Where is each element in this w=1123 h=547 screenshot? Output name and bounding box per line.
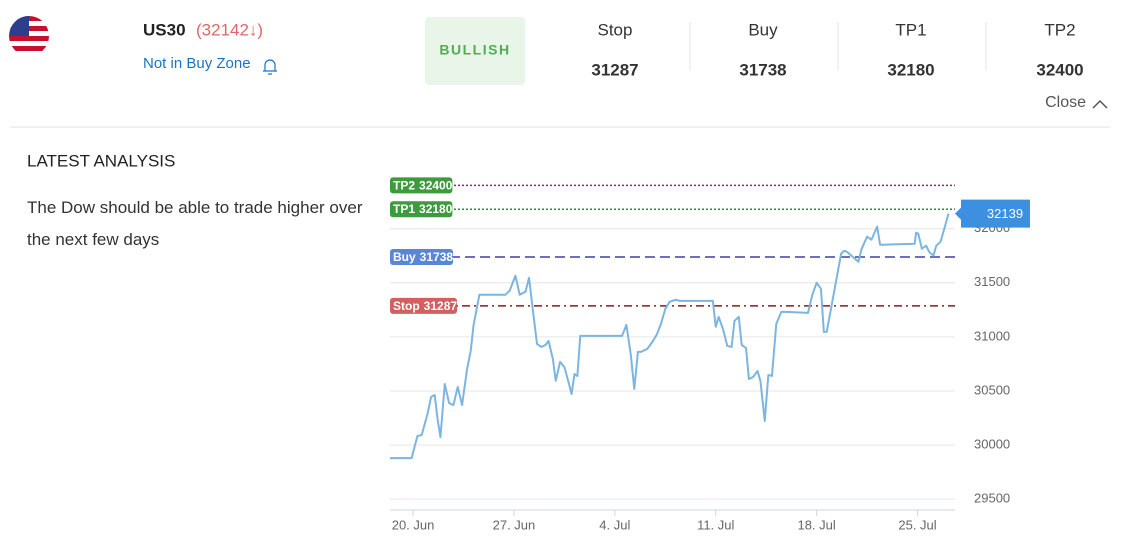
level-label-box <box>390 177 453 194</box>
flag <box>9 16 49 56</box>
signal-box <box>425 17 525 85</box>
level-value: 31287 <box>591 60 638 79</box>
level-label: Buy 31738 <box>393 250 453 264</box>
level-value: 32400 <box>1036 60 1083 79</box>
level-name: TP2 <box>1044 20 1075 39</box>
level-label-name: Stop <box>393 299 420 313</box>
level-value: 32180 <box>887 60 934 79</box>
signal: BULLISH <box>439 42 510 58</box>
chevron-up[interactable] <box>1092 99 1108 109</box>
y-tick-label: 29500 <box>974 491 1010 506</box>
x-tick-label: 25. Jul <box>898 517 936 532</box>
level-label: TP2 32400 <box>393 179 453 193</box>
close-button[interactable]: Close <box>1045 94 1086 111</box>
y-tick-label: 30500 <box>974 382 1010 397</box>
level-name: Buy <box>748 20 778 39</box>
level-label-value: 31738 <box>420 250 454 264</box>
level-label: TP1 32180 <box>393 202 453 216</box>
bell-icon <box>263 59 277 75</box>
level-label-name: TP1 <box>393 202 415 216</box>
y-tick-label: 30000 <box>974 437 1010 452</box>
level-label-value: 31287 <box>424 299 458 313</box>
level-label-name: Buy <box>393 250 416 264</box>
level-value: 31738 <box>739 60 786 79</box>
last-value-label: 32139 <box>987 206 1023 221</box>
level-label-box <box>390 201 453 218</box>
x-tick-label: 27. Jun <box>493 517 536 532</box>
y-tick-label: 31500 <box>974 274 1010 289</box>
symbol: US30 <box>143 20 186 39</box>
level-label-value: 32180 <box>419 202 453 216</box>
level-label-box <box>390 249 454 266</box>
level-label-box <box>390 297 458 314</box>
level-name: TP1 <box>895 20 926 39</box>
price-line <box>390 213 950 460</box>
last-value-box <box>955 199 1030 228</box>
zone-status: Not in Buy Zone <box>143 55 251 72</box>
x-tick-label: 20. Jun <box>392 517 435 532</box>
y-tick-label: 31000 <box>974 328 1010 343</box>
analysis-title: LATEST ANALYSIS <box>27 151 175 170</box>
x-tick-label: 18. Jul <box>797 517 835 532</box>
analysis-text: The Dow should be able to trade higher o… <box>27 198 363 249</box>
level-label: Stop 31287 <box>393 299 457 313</box>
x-tick-label: 4. Jul <box>599 517 630 532</box>
level-label-name: TP2 <box>393 179 415 193</box>
level-name: Stop <box>598 20 633 39</box>
x-tick-label: 11. Jul <box>697 517 734 532</box>
level-label-value: 32400 <box>419 179 453 193</box>
price: (32142↓) <box>196 20 263 39</box>
